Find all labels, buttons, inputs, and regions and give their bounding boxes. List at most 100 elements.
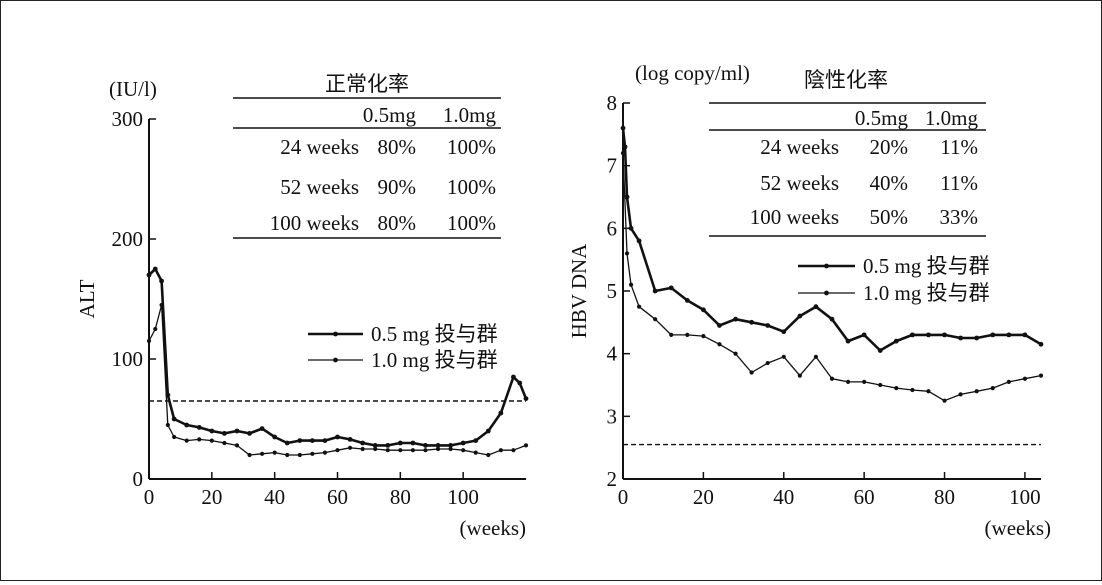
- data-point: [322, 438, 328, 443]
- rate-table: 正常化率 0.5mg 1.0mg 24 weeks 80% 100% 52 weeks 90%…: [233, 72, 501, 239]
- data-point: [423, 448, 428, 453]
- data-point: [942, 398, 947, 403]
- data-point: [385, 443, 391, 448]
- table-row: 52 weeks 90% 100%: [280, 175, 496, 199]
- y-tick-label: 8: [607, 91, 618, 115]
- y-tick-label: 300: [112, 107, 144, 131]
- data-point: [159, 302, 164, 308]
- data-point: [511, 448, 516, 453]
- legend-item: 1.0 mg 投与群: [798, 281, 990, 305]
- data-point: [958, 392, 963, 397]
- data-point: [1022, 332, 1028, 338]
- table-row-label: 24 weeks: [760, 135, 839, 159]
- table-row-label: 100 weeks: [270, 211, 359, 235]
- data-point: [222, 431, 227, 436]
- x-tick-label: 20: [201, 485, 222, 509]
- legend-marker: [333, 357, 338, 363]
- data-point: [498, 410, 504, 416]
- table-title: 陰性化率: [804, 68, 888, 92]
- data-point: [184, 438, 189, 443]
- data-point: [272, 450, 277, 455]
- data-point: [974, 335, 980, 341]
- data-point: [781, 329, 787, 335]
- x-tick-label: 40: [264, 485, 285, 509]
- data-point: [209, 428, 215, 434]
- data-point: [146, 338, 152, 344]
- data-point: [234, 428, 240, 434]
- data-point: [360, 446, 365, 452]
- y-unit-label: (log copy/ml): [635, 61, 750, 85]
- table-cell: 80%: [378, 135, 417, 159]
- y-tick-label: 2: [607, 467, 618, 491]
- data-point: [485, 428, 491, 434]
- data-point: [197, 437, 202, 442]
- data-point: [765, 360, 770, 366]
- y-tick-label: 7: [607, 154, 618, 178]
- data-point: [297, 452, 302, 458]
- data-point: [523, 443, 529, 448]
- data-point: [260, 451, 265, 456]
- x-tick-label: 60: [854, 485, 875, 509]
- data-point: [1038, 341, 1044, 347]
- data-point: [717, 342, 722, 347]
- data-point: [397, 440, 403, 446]
- data-point: [958, 335, 964, 341]
- data-point: [878, 382, 883, 388]
- y-tick-label: 4: [607, 342, 618, 366]
- data-point: [460, 440, 466, 446]
- data-point: [781, 354, 786, 359]
- data-point: [624, 194, 630, 200]
- y-tick-label: 3: [607, 404, 618, 428]
- data-point: [701, 334, 706, 339]
- data-point: [733, 351, 738, 356]
- table-cell: 40%: [870, 171, 909, 195]
- data-point: [893, 338, 899, 344]
- data-point: [360, 440, 366, 446]
- data-point: [410, 440, 416, 446]
- data-point: [668, 285, 674, 291]
- data-point: [733, 316, 738, 322]
- table-row: 24 weeks 80% 100%: [280, 135, 496, 159]
- series-1: [620, 125, 1044, 353]
- data-point: [813, 354, 819, 359]
- data-point: [285, 452, 290, 458]
- table-header: 1.0mg: [925, 106, 979, 130]
- data-point: [1038, 373, 1044, 378]
- table-row: 100 weeks 50% 33%: [750, 205, 978, 229]
- data-point: [517, 380, 523, 386]
- data-point: [473, 450, 478, 455]
- data-point: [861, 332, 867, 338]
- data-point: [184, 422, 190, 428]
- data-point: [486, 452, 491, 458]
- data-point: [749, 370, 754, 375]
- data-point: [247, 431, 252, 436]
- table-cell: 100%: [447, 211, 496, 235]
- data-point: [829, 316, 835, 322]
- data-point: [347, 445, 353, 450]
- data-point: [636, 238, 642, 244]
- y-tick-label: 200: [112, 227, 144, 251]
- data-point: [511, 374, 516, 380]
- legend-marker: [333, 331, 338, 337]
- data-point: [435, 446, 441, 452]
- y-axis-label: HBV DNA: [567, 243, 591, 339]
- data-point: [620, 125, 626, 131]
- table-header: 1.0mg: [443, 103, 497, 127]
- data-point: [159, 278, 164, 284]
- data-point: [1022, 376, 1028, 381]
- x-tick-label: 0: [618, 485, 629, 509]
- data-point: [153, 326, 158, 332]
- data-point: [700, 307, 706, 313]
- data-point: [845, 379, 851, 384]
- data-point: [209, 438, 214, 443]
- data-point: [749, 319, 755, 325]
- data-point: [942, 332, 947, 338]
- data-point: [247, 452, 252, 458]
- table-cell: 90%: [378, 175, 417, 199]
- rate-table: 陰性化率 0.5mg 1.0mg 24 weeks 20% 11% 52 weeks 40% 1…: [709, 68, 986, 237]
- data-point: [624, 251, 630, 256]
- data-point: [373, 446, 378, 452]
- data-point: [259, 426, 265, 431]
- legend-label: 1.0 mg 投与群: [371, 348, 498, 372]
